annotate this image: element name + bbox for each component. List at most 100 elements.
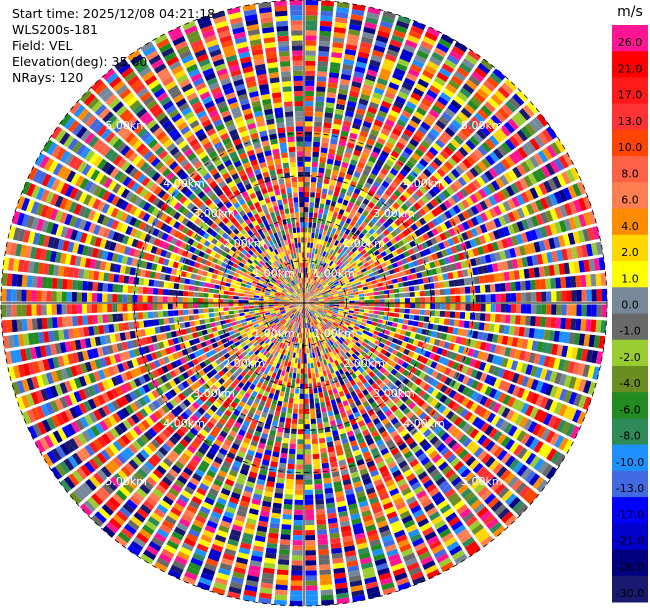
velocity-cell	[360, 350, 367, 357]
velocity-cell	[319, 360, 324, 367]
velocity-cell	[112, 283, 119, 293]
velocity-cell	[308, 311, 312, 317]
velocity-cell	[401, 361, 409, 369]
velocity-cell	[421, 357, 429, 365]
velocity-cell	[66, 304, 72, 315]
velocity-cell	[408, 477, 419, 487]
velocity-cell	[317, 539, 329, 545]
velocity-cell	[324, 487, 334, 494]
velocity-cell	[273, 299, 279, 302]
velocity-cell	[511, 337, 519, 348]
velocity-cell	[493, 446, 504, 458]
velocity-cell	[389, 465, 400, 474]
velocity-cell	[350, 331, 357, 336]
velocity-cell	[568, 332, 576, 345]
velocity-cell	[370, 325, 376, 330]
velocity-cell	[523, 418, 533, 431]
velocity-cell	[273, 304, 279, 307]
velocity-cell	[189, 320, 196, 327]
velocity-cell	[450, 457, 461, 468]
velocity-cell	[425, 483, 437, 493]
velocity-cell	[329, 333, 335, 339]
velocity-cell	[378, 359, 386, 367]
velocity-cell	[347, 312, 354, 316]
velocity-cell	[451, 361, 460, 370]
velocity-cell	[425, 359, 433, 367]
velocity-cell	[169, 324, 176, 331]
velocity-cell	[543, 329, 550, 341]
velocity-cell	[477, 486, 489, 498]
velocity-cell	[213, 298, 219, 303]
velocity-cell	[306, 307, 309, 313]
velocity-cell	[418, 389, 427, 398]
velocity-cell	[477, 331, 484, 340]
velocity-cell	[213, 303, 219, 308]
velocity-cell	[394, 364, 402, 371]
velocity-cell	[122, 303, 128, 312]
velocity-cell	[559, 388, 568, 402]
velocity-cell	[490, 500, 503, 513]
velocity-cell	[288, 448, 296, 455]
velocity-cell	[317, 308, 323, 312]
velocity-cell	[460, 487, 472, 499]
velocity-cell	[438, 404, 447, 414]
velocity-cell	[282, 381, 287, 387]
velocity-cell	[417, 471, 428, 481]
velocity-cell	[349, 402, 357, 409]
velocity-cell	[483, 514, 496, 526]
velocity-cell	[378, 311, 385, 316]
velocity-cell	[541, 342, 549, 354]
velocity-cell	[282, 509, 293, 515]
velocity-cell	[279, 539, 291, 545]
velocity-cell	[443, 367, 452, 376]
velocity-cell	[367, 350, 374, 357]
velocity-cell	[317, 329, 322, 335]
velocity-cell	[412, 352, 420, 360]
velocity-cell	[473, 446, 484, 458]
velocity-cell	[343, 309, 349, 313]
velocity-cell	[213, 307, 219, 313]
velocity-cell	[387, 413, 396, 422]
velocity-cell	[325, 400, 331, 407]
velocity-cell	[334, 319, 340, 324]
velocity-cell	[396, 425, 406, 434]
velocity-cell	[169, 275, 176, 282]
velocity-cell	[418, 363, 426, 371]
velocity-cell	[325, 315, 331, 320]
velocity-cell	[318, 432, 325, 439]
velocity-cell	[360, 377, 368, 385]
velocity-cell	[359, 385, 366, 392]
velocity-cell	[230, 321, 237, 327]
velocity-cell	[348, 355, 355, 362]
velocity-cell	[469, 459, 480, 470]
velocity-cell	[152, 295, 158, 303]
velocity-cell	[520, 304, 527, 314]
velocity-cell	[369, 303, 375, 307]
velocity-cell	[426, 418, 435, 428]
velocity-cell	[363, 338, 370, 344]
velocity-cell	[530, 316, 536, 327]
velocity-cell	[573, 377, 582, 391]
velocity-cell	[353, 325, 360, 331]
velocity-cell	[327, 334, 333, 340]
velocity-cell	[238, 303, 244, 307]
velocity-cell	[426, 506, 438, 517]
velocity-cell	[486, 517, 499, 530]
velocity-cell	[581, 304, 587, 317]
velocity-cell	[511, 372, 520, 384]
velocity-cell	[443, 397, 452, 407]
velocity-cell	[313, 473, 322, 480]
velocity-cell	[488, 459, 500, 471]
velocity-cell	[299, 343, 302, 349]
velocity-cell	[304, 378, 308, 384]
velocity-cell	[462, 346, 470, 356]
velocity-cell	[435, 381, 444, 391]
velocity-cell	[455, 353, 463, 362]
velocity-cell	[298, 348, 302, 354]
velocity-cell	[375, 438, 385, 447]
velocity-cell	[292, 352, 296, 358]
velocity-cell	[339, 321, 345, 326]
velocity-cell	[157, 288, 164, 295]
velocity-cell	[374, 340, 381, 346]
velocity-cell	[395, 399, 404, 408]
